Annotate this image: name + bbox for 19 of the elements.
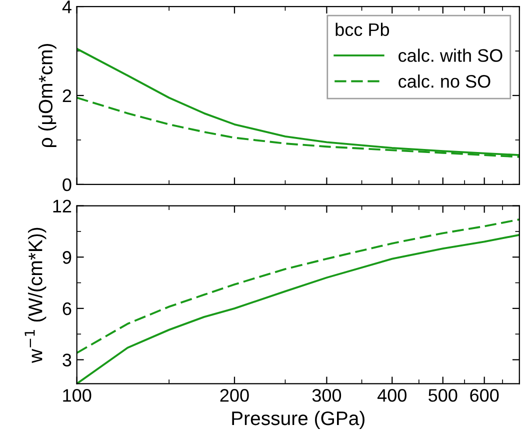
y-tick-label: 2 [62,89,72,102]
legend-label: calc. with SO [398,48,502,62]
y-axis-title: w$^{−1}$ (W/(cm*K)) [24,228,46,364]
y-tick-label: 6 [62,302,72,316]
x-axis-title: Pressure (GPa) [232,410,364,430]
x-tick-label: 300 [312,389,342,402]
y-tick-label: 3 [62,354,72,366]
x-tick-label: 200 [220,389,249,402]
legend-title: bcc Pb [336,22,390,36]
legend-label: calc. no SO [398,74,490,88]
y-axis-title: ρ (μOm*cm) [38,44,56,147]
y-tick-label: 4 [62,0,72,14]
x-tick-label: 500 [428,389,458,402]
x-tick-label: 600 [470,389,499,402]
y-tick-label: 0 [62,178,72,192]
y-tick-label: 9 [62,251,72,264]
x-tick-label: 100 [63,389,92,402]
x-tick-label: 400 [377,389,406,402]
y-tick-label: 12 [53,200,72,212]
